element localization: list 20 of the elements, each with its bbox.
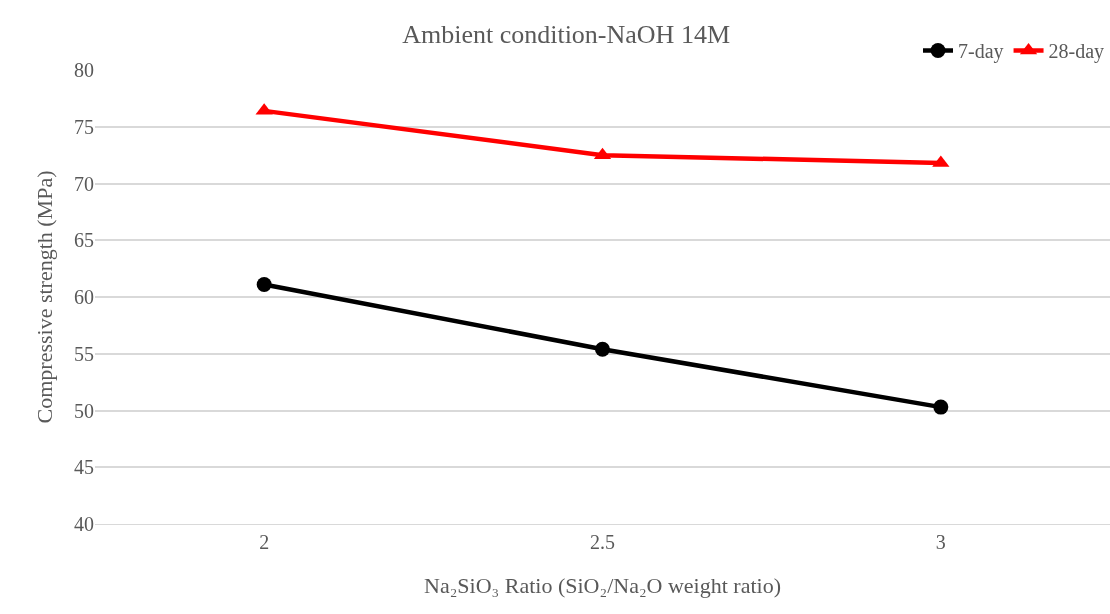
- y-tick-label: 50: [74, 399, 94, 422]
- y-axis-title: Compressive strength (MPa): [31, 170, 57, 424]
- y-tick-label: 60: [74, 286, 94, 308]
- legend-label: 28-day: [1048, 40, 1105, 64]
- y-tick-label: 75: [74, 115, 94, 138]
- point: [933, 399, 949, 415]
- point: [256, 277, 272, 293]
- y-tick-label: 40: [74, 513, 94, 535]
- y-tick-label: 80: [74, 59, 94, 81]
- legend-label: 7-day: [958, 40, 1004, 64]
- y-tick-label: 65: [74, 229, 94, 252]
- point: [595, 341, 610, 357]
- x-tick-label: 2.5: [590, 531, 615, 553]
- x-tick-label: 3: [935, 531, 946, 553]
- y-tick-label: 45: [74, 456, 94, 479]
- x-axis-title: Na₂SiO₃ Ratio (SiO₂/Na₂O weight ratio): [424, 572, 781, 598]
- y-tick-label: 70: [74, 172, 94, 195]
- chart-title: Ambient condition-NaOH 14M: [402, 19, 731, 49]
- x-tick-label: 2: [259, 531, 270, 553]
- y-tick-label: 55: [74, 342, 94, 365]
